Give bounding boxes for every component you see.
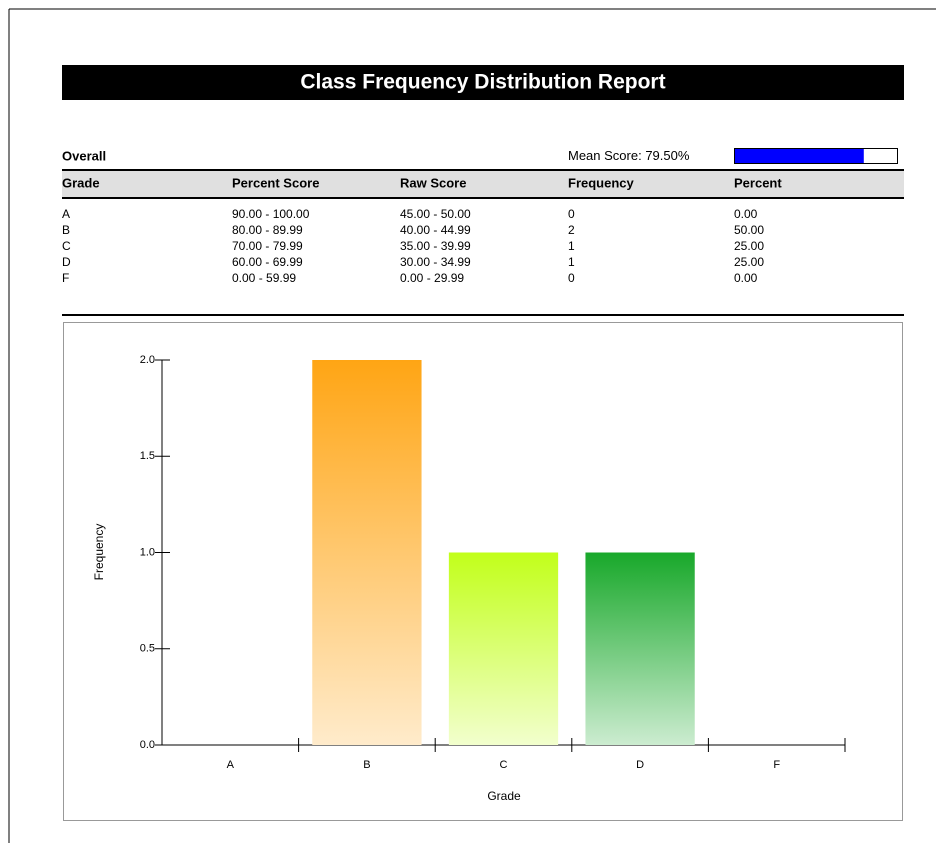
- mean-score-fill: [735, 149, 864, 163]
- x-tick-label: D: [636, 759, 644, 771]
- table-cell: 0: [568, 207, 575, 221]
- y-tick-label: 1.0: [140, 546, 155, 558]
- table-cell: 0: [568, 271, 575, 285]
- table-header: Percent Score: [232, 175, 319, 190]
- table-header: Percent: [734, 175, 782, 190]
- table-cell: 40.00 - 44.99: [400, 223, 471, 237]
- bar: [448, 552, 559, 745]
- x-tick-label: C: [500, 759, 508, 771]
- table-cell: C: [62, 239, 71, 253]
- table-cell: 1: [568, 239, 575, 253]
- x-axis-label: Grade: [487, 789, 521, 803]
- y-tick-label: 1.5: [140, 450, 155, 462]
- table-header-bg: [62, 171, 904, 197]
- y-axis-label: Frequency: [92, 524, 106, 581]
- table-cell: 1: [568, 255, 575, 269]
- table-cell: 50.00: [734, 223, 764, 237]
- table-cell: 30.00 - 34.99: [400, 255, 471, 269]
- title-bar: [62, 65, 904, 100]
- table-header: Raw Score: [400, 175, 466, 190]
- report-title: Class Frequency Distribution Report: [300, 71, 665, 94]
- table-cell: A: [62, 207, 70, 221]
- table-cell: 0.00 - 59.99: [232, 271, 296, 285]
- bar: [312, 360, 422, 745]
- table-header: Grade: [62, 175, 100, 190]
- table-cell: 70.00 - 79.99: [232, 239, 303, 253]
- table-cell: 2: [568, 223, 575, 237]
- mean-score-label: Mean Score: 79.50%: [568, 148, 690, 163]
- table-cell: 0.00: [734, 271, 758, 285]
- y-tick-label: 2.0: [140, 354, 155, 366]
- x-tick-label: F: [773, 759, 780, 771]
- table-header: Frequency: [568, 175, 635, 190]
- table-cell: 80.00 - 89.99: [232, 223, 303, 237]
- table-cell: D: [62, 255, 71, 269]
- bar: [585, 552, 695, 745]
- table-cell: 45.00 - 50.00: [400, 207, 471, 221]
- table-cell: 0.00: [734, 207, 758, 221]
- table-cell: 25.00: [734, 255, 764, 269]
- y-tick-label: 0.5: [140, 643, 155, 655]
- mean-value: 79.50%: [645, 148, 690, 163]
- table-cell: 25.00: [734, 239, 764, 253]
- x-tick-label: B: [363, 759, 370, 771]
- table-cell: 60.00 - 69.99: [232, 255, 303, 269]
- x-tick-label: A: [227, 759, 235, 771]
- mean-label: Mean Score:: [568, 148, 642, 163]
- table-cell: 35.00 - 39.99: [400, 239, 471, 253]
- table-cell: 90.00 - 100.00: [232, 207, 310, 221]
- table-cell: 0.00 - 29.99: [400, 271, 464, 285]
- table-cell: F: [62, 271, 69, 285]
- section-label: Overall: [62, 148, 106, 163]
- y-tick-label: 0.0: [140, 739, 155, 751]
- table-cell: B: [62, 223, 70, 237]
